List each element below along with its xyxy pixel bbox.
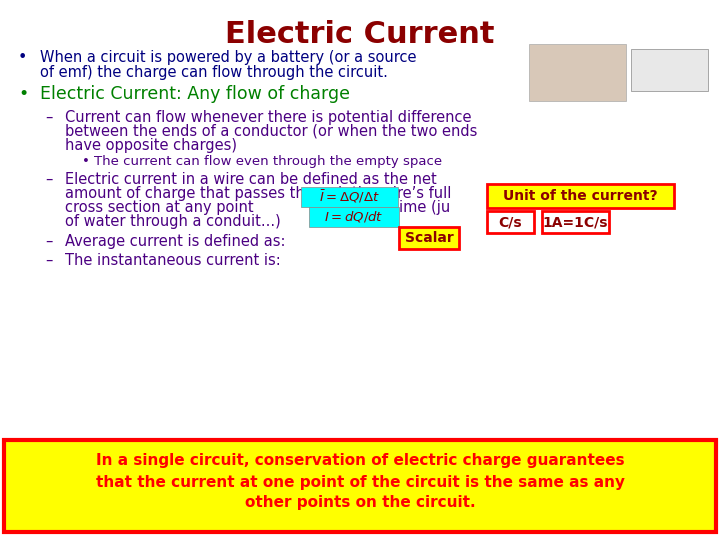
Text: $I = dQ/dt$: $I = dQ/dt$: [324, 210, 384, 225]
Text: Electric Current: Any flow of charge: Electric Current: Any flow of charge: [40, 85, 350, 103]
FancyBboxPatch shape: [309, 207, 399, 227]
Text: –: –: [45, 234, 53, 249]
Text: between the ends of a conductor (or when the two ends: between the ends of a conductor (or when…: [65, 124, 477, 139]
Text: Electric current in a wire can be defined as the net: Electric current in a wire can be define…: [65, 172, 437, 187]
Text: –: –: [45, 172, 53, 187]
Text: C/s: C/s: [499, 215, 522, 229]
Text: cross section at any point: cross section at any point: [65, 200, 253, 215]
Text: Unit of the current?: Unit of the current?: [503, 189, 658, 203]
Text: Current can flow whenever there is potential difference: Current can flow whenever there is poten…: [65, 110, 472, 125]
Text: •: •: [82, 155, 90, 168]
Text: The current can flow even through the empty space: The current can flow even through the em…: [94, 155, 442, 168]
Text: When a circuit is powered by a battery (or a source: When a circuit is powered by a battery (…: [40, 50, 416, 65]
Text: $\bar{I} = \Delta Q / \Delta t$: $\bar{I} = \Delta Q / \Delta t$: [319, 188, 380, 205]
Text: •: •: [18, 85, 28, 103]
Text: amount of charge that passes through the wire’s full: amount of charge that passes through the…: [65, 186, 451, 201]
Text: •: •: [18, 50, 27, 65]
FancyBboxPatch shape: [631, 49, 708, 91]
Text: –: –: [45, 110, 53, 125]
Text: –: –: [45, 253, 53, 268]
Text: have opposite charges): have opposite charges): [65, 138, 237, 153]
FancyBboxPatch shape: [301, 187, 398, 207]
FancyBboxPatch shape: [542, 211, 609, 233]
FancyBboxPatch shape: [487, 211, 534, 233]
FancyBboxPatch shape: [487, 184, 674, 208]
Text: Electric Current: Electric Current: [225, 20, 495, 49]
FancyBboxPatch shape: [399, 227, 459, 249]
Text: of water through a conduit...): of water through a conduit...): [65, 214, 281, 229]
Text: Scalar: Scalar: [405, 231, 454, 245]
Text: In a single circuit, conservation of electric charge guarantees
that the current: In a single circuit, conservation of ele…: [96, 454, 624, 510]
Text: 1A=1C/s: 1A=1C/s: [543, 215, 608, 229]
Text: Average current is defined as:: Average current is defined as:: [65, 234, 286, 249]
Text: ime (ju: ime (ju: [399, 200, 450, 215]
Text: of emf) the charge can flow through the circuit.: of emf) the charge can flow through the …: [40, 65, 388, 80]
Text: The instantaneous current is:: The instantaneous current is:: [65, 253, 281, 268]
FancyBboxPatch shape: [529, 44, 626, 101]
FancyBboxPatch shape: [4, 440, 716, 532]
